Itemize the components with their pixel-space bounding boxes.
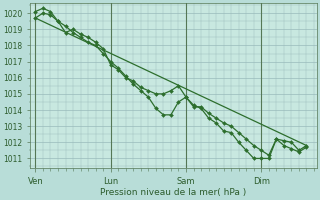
X-axis label: Pression niveau de la mer( hPa ): Pression niveau de la mer( hPa ) <box>100 188 247 197</box>
